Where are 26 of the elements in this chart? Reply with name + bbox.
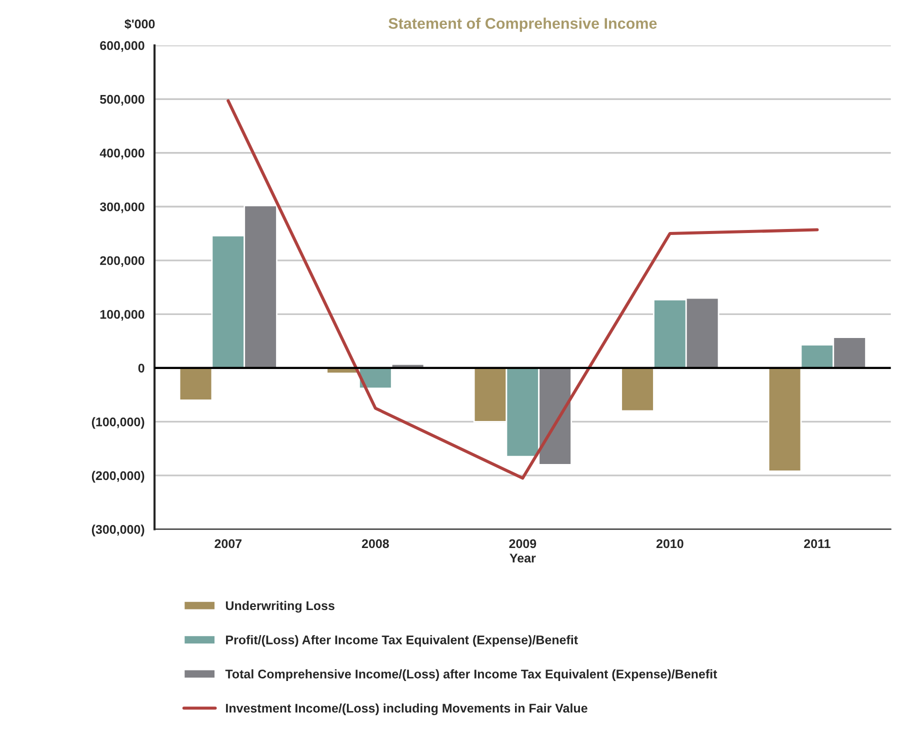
legend-label: Profit/(Loss) After Income Tax Equivalent (Expense)/Benefit — [226, 635, 578, 647]
line-series — [226, 99, 819, 480]
y-tick-label: 500,000 — [100, 94, 144, 106]
legend-label: Total Comprehensive Income/(Loss) after Income Tax Equivalent (Expense)/Benefit — [225, 669, 718, 681]
bar — [178, 367, 213, 401]
x-tick-label: 2011 — [804, 539, 830, 548]
legend-label: Underwriting Loss — [226, 600, 334, 613]
y-tick-label: 0 — [138, 364, 144, 373]
y-tick-label: (200,000) — [92, 470, 144, 483]
x-tick-label: 2008 — [362, 539, 389, 548]
y-axis-title: $'000 — [124, 18, 155, 30]
x-axis-title: Year — [510, 554, 536, 563]
y-tick-label: 100,000 — [100, 310, 144, 321]
bar — [768, 367, 802, 472]
x-tick-label: 2007 — [214, 539, 242, 548]
y-tick-label: 400,000 — [100, 148, 144, 160]
bar — [620, 367, 654, 412]
y-tick-label: (300,000) — [92, 524, 144, 536]
chart-title: Statement of Comprehensive Income — [388, 18, 657, 32]
x-tick-label: 2009 — [509, 539, 536, 548]
legend-label: Investment Income/(Loss) including Movements in Fair Value — [226, 703, 588, 716]
y-tick-label: (100,000) — [92, 417, 144, 429]
y-tick-label: 600,000 — [100, 41, 144, 52]
x-tick-label: 2010 — [656, 539, 684, 548]
y-tick-label: 200,000 — [100, 256, 144, 267]
y-tick-label: 300,000 — [100, 202, 144, 214]
